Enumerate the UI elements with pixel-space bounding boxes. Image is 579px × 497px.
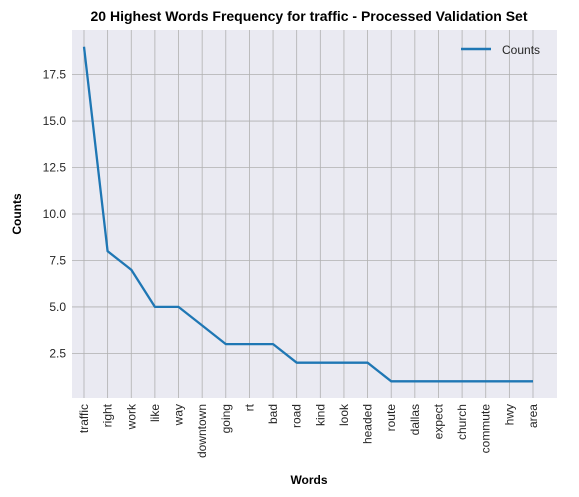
- series-line: [82, 46, 533, 383]
- series-layer: [82, 46, 533, 383]
- y-axis-label: Counts: [10, 193, 24, 235]
- y-tick-label: 12.5: [43, 161, 67, 175]
- y-tick-label: 10.0: [43, 207, 67, 221]
- y-tick-label: 7.5: [49, 253, 66, 267]
- x-tick-label: right: [101, 403, 115, 427]
- x-tick-label: kind: [313, 404, 327, 426]
- x-tick-label: going: [219, 404, 233, 433]
- x-tick-label: way: [172, 404, 186, 426]
- x-tick-label: expect: [431, 403, 445, 439]
- legend-label: Counts: [502, 43, 540, 57]
- horizontal-gridlines: [72, 74, 557, 354]
- x-tick-label: traffic: [77, 404, 91, 433]
- x-tick-label: downtown: [195, 404, 209, 458]
- x-tick-label: church: [455, 404, 469, 440]
- x-tick-label: commute: [479, 404, 493, 454]
- x-tick-label: route: [384, 404, 398, 432]
- x-tick-label: look: [337, 403, 351, 426]
- x-tick-label: hwy: [502, 404, 516, 425]
- x-tick-labels: traffic right work like way downtown going rt ba…: [77, 403, 540, 458]
- x-tick-label: road: [290, 404, 304, 428]
- legend: Counts: [461, 43, 540, 57]
- x-tick-label: headed: [361, 404, 375, 444]
- y-tick-labels: 2.5 5.0 7.5 10.0 12.5 15.0 17.5: [43, 68, 67, 361]
- x-tick-label: rt: [242, 403, 256, 411]
- y-tick-label: 2.5: [49, 346, 66, 360]
- x-tick-label: work: [124, 403, 138, 430]
- x-tick-label: dallas: [408, 404, 422, 435]
- x-tick-label: like: [148, 404, 162, 422]
- y-tick-label: 17.5: [43, 68, 67, 82]
- x-tick-label: bad: [266, 404, 280, 424]
- chart-title: 20 Highest Words Frequency for traffic -…: [91, 8, 528, 24]
- x-axis-label: Words: [290, 473, 327, 487]
- y-tick-label: 15.0: [43, 114, 67, 128]
- x-tick-label: area: [526, 404, 540, 428]
- y-tick-label: 5.0: [49, 300, 66, 314]
